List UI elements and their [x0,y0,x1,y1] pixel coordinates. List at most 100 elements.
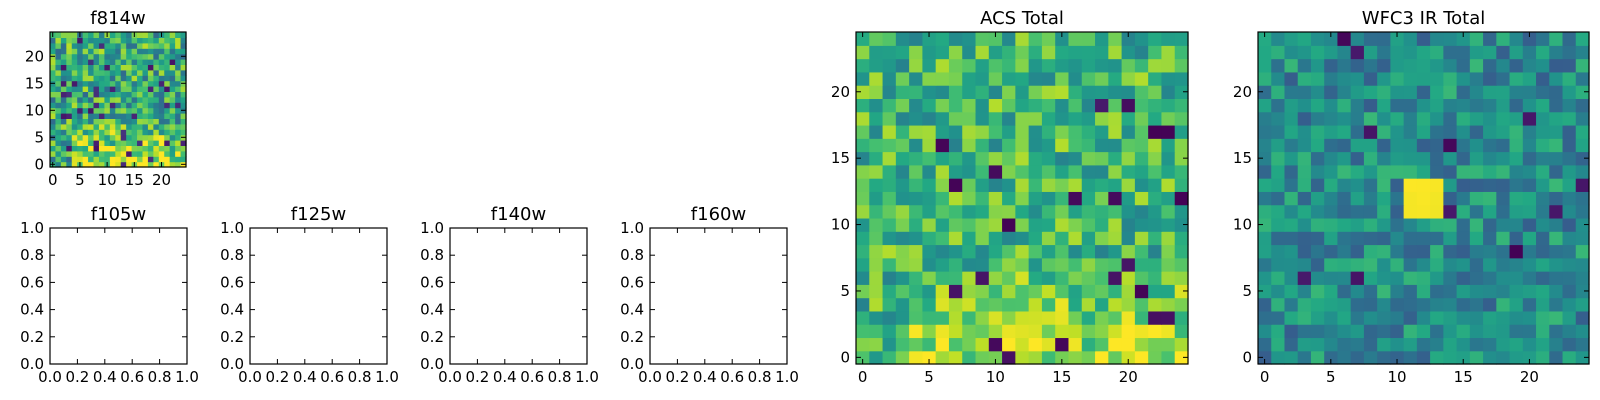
heatmap-cell [1258,111,1272,126]
heatmap-cell [1562,178,1577,192]
heatmap-cell [1562,191,1577,206]
heatmap-cell [71,48,78,55]
heatmap-cell [120,134,127,141]
heatmap-cell [1324,58,1339,73]
heatmap-cell [856,164,870,179]
heatmap-cell [147,123,154,130]
heatmap-cell [147,59,154,65]
heatmap-cell [948,284,963,299]
heatmap-cell [856,257,870,272]
heatmap-cell [1081,217,1096,232]
heatmap-cell [147,145,154,152]
heatmap-cell [1536,32,1550,46]
heatmap-cell [1377,32,1391,46]
heatmap-cell [1377,58,1391,73]
heatmap-cell [98,118,105,125]
heatmap-cell [1297,138,1312,153]
heatmap-cell [909,310,923,325]
heatmap-cell [1095,58,1109,73]
heatmap-cell [169,113,176,119]
heatmap-cell [93,118,100,125]
heatmap-cell [948,191,963,206]
heatmap-cell [169,107,176,114]
heatmap-cell [126,161,133,168]
heatmap-cell [1377,111,1391,126]
heatmap-cell [1002,124,1016,139]
heatmap-cell [1496,231,1511,246]
heatmap-cell [131,118,138,125]
heatmap-cell [120,140,127,146]
heatmap-cell [164,102,171,109]
heatmap-cell [1416,32,1431,46]
heatmap-cell [1469,58,1484,73]
heatmap-cell [1390,204,1405,219]
heatmap-cell [1068,164,1083,179]
heatmap-cell [169,80,176,87]
heatmap-cell [1081,58,1096,73]
heatmap-cell [1055,271,1070,285]
heatmap-cell [1443,124,1458,139]
heatmap-cell [1350,350,1365,365]
heatmap-cell [1161,284,1176,299]
heatmap-cell [60,129,67,136]
heatmap-cell [1148,257,1163,272]
heatmap-cell [71,37,78,44]
heatmap-cell [1028,231,1043,246]
heatmap-cell [158,107,165,114]
heatmap-cell [922,271,937,285]
heatmap-cell [1496,32,1511,46]
heatmap-cell [1161,337,1176,352]
heatmap-cell [88,107,95,114]
heatmap-cell [131,53,138,60]
heatmap-cell [1068,98,1083,113]
heatmap-cell [142,156,149,163]
heatmap-cell [856,151,870,166]
heatmap-cell [1108,204,1123,219]
heatmap-cell [169,32,176,38]
heatmap-cell [1258,98,1272,113]
heatmap-cell [1081,337,1096,352]
heatmap-cell [1496,337,1511,352]
heatmap-cell [1575,151,1590,166]
heatmap-cell [1377,191,1391,206]
heatmap-cell [882,257,897,272]
heatmap-cell [98,48,105,55]
heatmap-cell [1469,191,1484,206]
heatmap-cell [120,150,127,157]
heatmap-cell [1271,45,1286,60]
heatmap-cell [164,91,171,98]
heatmap-cell [175,69,182,76]
heatmap-cell [71,96,78,103]
heatmap-cell [158,102,165,109]
heatmap-cell [988,271,1003,285]
heatmap-cell [948,124,963,139]
heatmap-cell [1174,98,1189,113]
heatmap-cell [882,32,897,46]
heatmap-cell [1134,191,1149,206]
heatmap-cell [50,140,57,146]
heatmap-cell [1575,271,1590,285]
heatmap-cell [137,145,144,152]
y-tick-label: 0.2 [420,328,444,346]
heatmap-cell [1456,350,1471,365]
heatmap-cell [126,96,133,103]
heatmap-cell [1041,310,1056,325]
heatmap-cell [1161,85,1176,99]
heatmap-cell [1324,257,1339,272]
heatmap-cell [1134,98,1149,113]
heatmap-cell [1121,191,1136,206]
heatmap-cell [869,324,884,339]
heatmap-cell [1430,337,1444,352]
heatmap-cell [131,134,138,141]
heatmap-cell [1095,164,1109,179]
heatmap-cell [988,191,1003,206]
heatmap-cell [1337,151,1352,166]
x-tick-label: 0.2 [465,368,489,386]
x-tick-label: 10 [986,368,1005,386]
y-tick-label: 20 [25,47,44,65]
heatmap-cell [77,113,84,119]
heatmap-cell [1549,71,1564,86]
heatmap-cell [77,48,84,55]
